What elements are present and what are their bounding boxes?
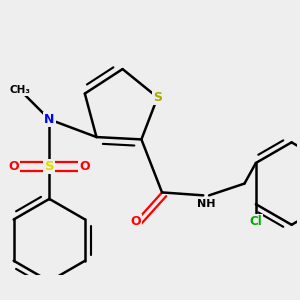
Text: CH₃: CH₃	[9, 85, 30, 95]
Text: N: N	[44, 113, 55, 126]
Text: S: S	[44, 160, 54, 173]
Text: Cl: Cl	[250, 215, 262, 228]
Text: O: O	[9, 160, 19, 173]
Text: S: S	[153, 91, 162, 104]
Text: O: O	[130, 215, 141, 228]
Text: NH: NH	[197, 199, 215, 209]
Text: O: O	[80, 160, 90, 173]
